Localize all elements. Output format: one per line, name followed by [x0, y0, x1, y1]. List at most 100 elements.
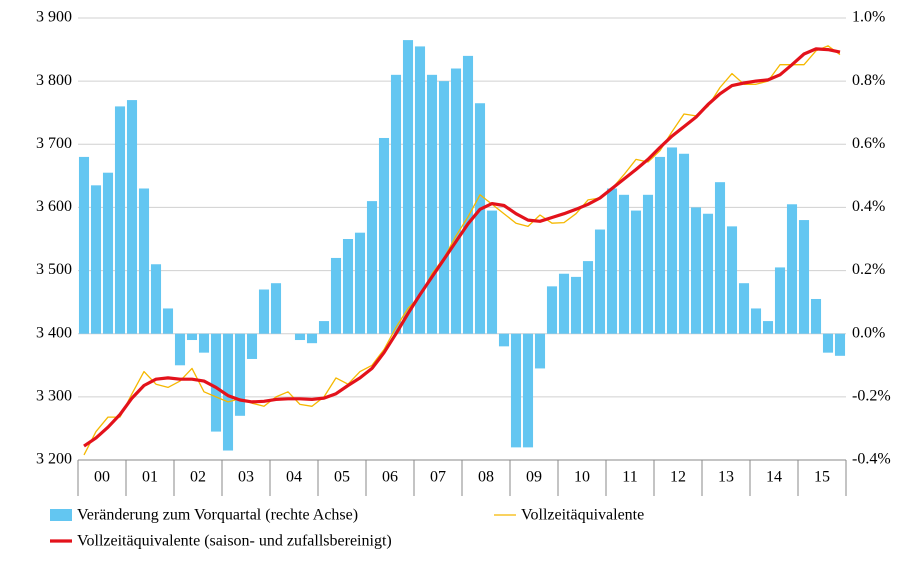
y-tick-label: 3 900 — [36, 9, 72, 26]
y2-tick-label: -0.4% — [852, 451, 891, 468]
x-tick-label: 01 — [142, 469, 158, 486]
bar — [90, 185, 102, 334]
bar — [270, 283, 282, 334]
y-tick-label: 3 600 — [36, 198, 72, 215]
bar — [318, 321, 330, 334]
bar — [798, 220, 810, 334]
legend-label: Veränderung zum Vorquartal (rechte Achse… — [77, 507, 358, 524]
bar — [342, 239, 354, 334]
y2-tick-label: 1.0% — [852, 9, 885, 26]
bar — [438, 81, 450, 334]
x-tick-label: 02 — [190, 469, 206, 486]
bar — [474, 103, 486, 334]
bar — [750, 308, 762, 334]
bar — [558, 273, 570, 334]
bar — [246, 333, 258, 359]
bar — [582, 261, 594, 334]
x-tick-label: 00 — [94, 469, 110, 486]
bar — [618, 194, 630, 334]
y2-tick-label: -0.2% — [852, 388, 891, 405]
bar — [822, 333, 834, 353]
line — [83, 45, 841, 456]
bar — [486, 210, 498, 334]
bar — [102, 172, 114, 334]
bar — [678, 153, 690, 334]
bar — [366, 201, 378, 334]
x-tick-label: 08 — [478, 469, 494, 486]
bar — [114, 106, 126, 334]
x-tick-label: 03 — [238, 469, 254, 486]
bar — [234, 333, 246, 416]
bar — [810, 298, 822, 334]
bar — [450, 68, 462, 334]
legend-swatch — [50, 509, 72, 521]
bar — [774, 267, 786, 334]
bar — [534, 333, 546, 369]
bar — [546, 286, 558, 334]
bar — [666, 147, 678, 334]
y2-tick-label: 0.0% — [852, 324, 885, 341]
x-tick-label: 15 — [814, 469, 830, 486]
bar — [222, 333, 234, 451]
y-tick-label: 3 300 — [36, 388, 72, 405]
bar — [594, 229, 606, 334]
bar — [126, 100, 138, 334]
line — [83, 47, 841, 448]
x-tick-label: 07 — [430, 469, 446, 486]
bar — [606, 188, 618, 334]
bar — [762, 321, 774, 334]
x-tick-label: 13 — [718, 469, 734, 486]
bar — [306, 333, 318, 344]
bar — [378, 137, 390, 334]
bar — [138, 188, 150, 334]
bar — [654, 156, 666, 334]
bar — [630, 210, 642, 334]
y2-tick-label: 0.8% — [852, 72, 885, 89]
legend-label: Vollzeitäquivalente — [521, 507, 644, 524]
y-tick-label: 3 700 — [36, 135, 72, 152]
y2-tick-label: 0.4% — [852, 198, 885, 215]
bar — [522, 333, 534, 448]
legend-label: Vollzeitäquivalente (saison- und zufalls… — [77, 533, 392, 550]
bar — [354, 232, 366, 334]
bar — [702, 213, 714, 334]
x-tick-label: 10 — [574, 469, 590, 486]
x-tick-label: 12 — [670, 469, 686, 486]
bar — [834, 333, 846, 356]
bar — [714, 182, 726, 334]
bar — [210, 333, 222, 432]
bar — [294, 333, 306, 341]
x-tick-label: 09 — [526, 469, 542, 486]
x-tick-label: 04 — [286, 469, 302, 486]
x-tick-label: 05 — [334, 469, 350, 486]
y-tick-label: 3 500 — [36, 261, 72, 278]
bar — [690, 207, 702, 334]
x-tick-label: 06 — [382, 469, 398, 486]
x-tick-label: 14 — [766, 469, 782, 486]
y-tick-label: 3 200 — [36, 451, 72, 468]
bar — [726, 226, 738, 334]
bar — [498, 333, 510, 347]
bar — [150, 264, 162, 334]
bar — [786, 204, 798, 334]
bar — [738, 283, 750, 334]
bar — [570, 276, 582, 334]
y-tick-label: 3 800 — [36, 72, 72, 89]
bar — [426, 74, 438, 334]
bar — [462, 55, 474, 334]
bar — [402, 40, 414, 334]
y-tick-label: 3 400 — [36, 324, 72, 341]
bar — [78, 156, 90, 334]
bar — [642, 194, 654, 334]
bar — [258, 289, 270, 334]
x-tick-label: 11 — [622, 469, 637, 486]
bar — [414, 46, 426, 334]
bar — [198, 333, 210, 353]
bar — [390, 74, 402, 334]
bar — [510, 333, 522, 448]
bar — [330, 257, 342, 334]
bar — [174, 333, 186, 366]
y2-tick-label: 0.2% — [852, 261, 885, 278]
